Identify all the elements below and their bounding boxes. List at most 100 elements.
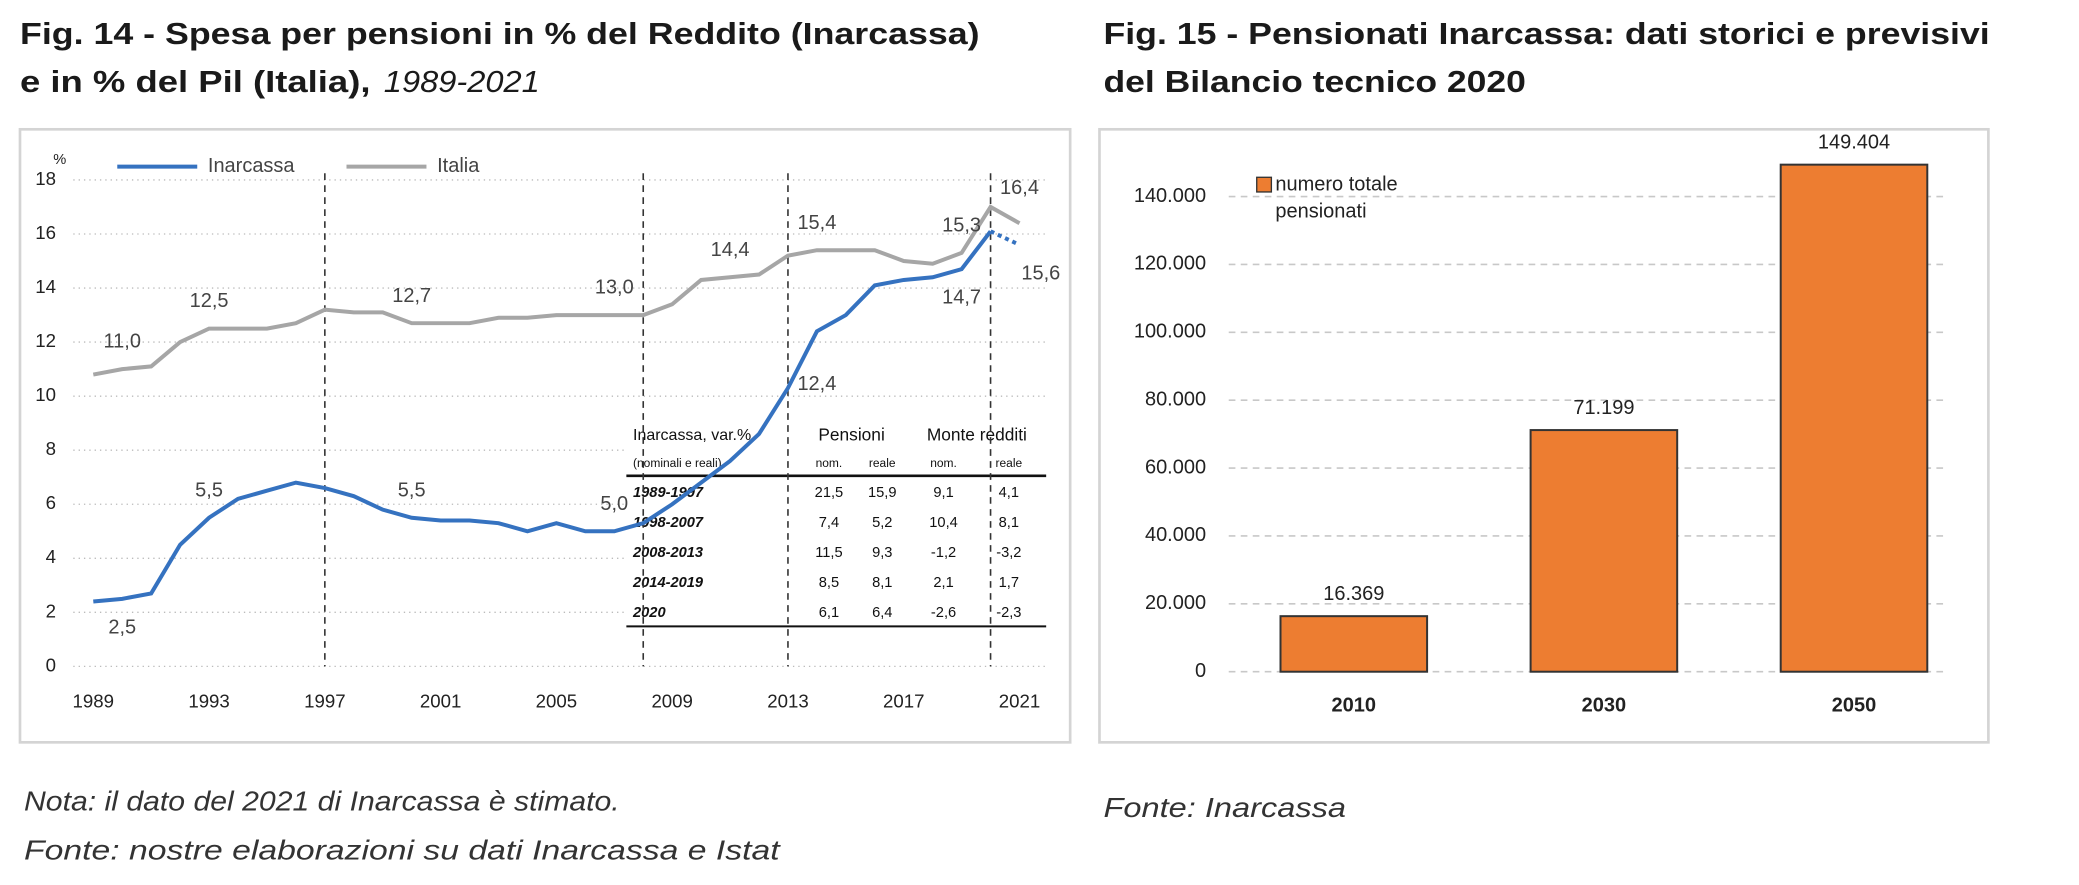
table-cell: -2,6 bbox=[931, 605, 956, 621]
y-tick-label: 100.000 bbox=[1134, 321, 1206, 343]
source: Fonte: Inarcassa bbox=[1103, 792, 1346, 823]
chart-title: e in % del Pil (Italia), bbox=[20, 65, 370, 99]
y-tick-label: 0 bbox=[46, 654, 56, 675]
y-tick-label: 20.000 bbox=[1145, 592, 1206, 614]
data-label: 12,5 bbox=[190, 290, 229, 312]
y-tick-label: 40.000 bbox=[1145, 524, 1206, 546]
x-tick-label: 1997 bbox=[304, 690, 345, 711]
x-tick-label: 1989 bbox=[73, 690, 114, 711]
x-tick-label: 2030 bbox=[1582, 695, 1626, 717]
bar bbox=[1779, 163, 1929, 673]
y-unit: % bbox=[53, 152, 66, 168]
table-cell: -1,2 bbox=[931, 545, 956, 561]
legend-label: Italia bbox=[437, 155, 480, 177]
data-label: 2,5 bbox=[108, 616, 136, 638]
table-header: Pensioni bbox=[818, 424, 884, 444]
y-tick-label: 60.000 bbox=[1145, 456, 1206, 478]
data-label: 15,6 bbox=[1021, 262, 1060, 284]
x-tick-label: 2010 bbox=[1332, 695, 1376, 717]
table-cell: 10,4 bbox=[929, 515, 958, 531]
x-tick-label: 2009 bbox=[651, 690, 692, 711]
data-label: 5,5 bbox=[195, 479, 223, 501]
table-cell: 1,7 bbox=[999, 575, 1019, 591]
data-label: 71.199 bbox=[1573, 397, 1634, 419]
y-tick-label: 8 bbox=[46, 438, 56, 459]
table-cell: 21,5 bbox=[815, 485, 843, 501]
table-header: Inarcassa, var.% bbox=[633, 427, 751, 444]
table-cell: 2,1 bbox=[933, 575, 953, 591]
table-cell: 7,4 bbox=[819, 515, 839, 531]
table-cell: -3,2 bbox=[996, 545, 1021, 561]
x-tick-label: 1993 bbox=[188, 690, 229, 711]
chart-title: del Bilancio tecnico 2020 bbox=[1103, 65, 1525, 99]
data-label: 14,7 bbox=[942, 287, 981, 309]
y-tick-label: 18 bbox=[35, 168, 56, 189]
line-series bbox=[92, 204, 1021, 377]
y-tick-label: 80.000 bbox=[1145, 388, 1206, 410]
table-subheader: (nominali e reali) bbox=[633, 456, 722, 470]
legend-label: Inarcassa bbox=[208, 155, 296, 177]
table-cell: 2014-2019 bbox=[632, 575, 704, 591]
y-tick-label: 6 bbox=[46, 492, 56, 513]
table-cell: 9,1 bbox=[933, 485, 953, 501]
y-tick-label: 0 bbox=[1195, 660, 1206, 682]
data-label: 11,0 bbox=[104, 331, 141, 353]
table-cell: 8,1 bbox=[999, 515, 1019, 531]
table-cell: 5,2 bbox=[872, 515, 892, 531]
legend-label: numero totale pensionati bbox=[1275, 173, 1398, 223]
y-tick-label: 140.000 bbox=[1134, 185, 1206, 207]
table-subheader: reale bbox=[869, 456, 896, 470]
bar bbox=[1529, 429, 1679, 673]
x-tick-label: 2001 bbox=[420, 690, 461, 711]
table-subheader: reale bbox=[996, 456, 1023, 470]
bar bbox=[1279, 615, 1429, 673]
chart-title: Fig. 14 - Spesa per pensioni in % del Re… bbox=[20, 17, 980, 51]
x-tick-label: 2017 bbox=[883, 690, 924, 711]
table-subheader: nom. bbox=[816, 456, 843, 470]
y-tick-label: 2 bbox=[46, 600, 56, 621]
legend: numero totale pensionati bbox=[1275, 173, 1398, 223]
chart-title: Fig. 15 - Pensionati Inarcassa: dati sto… bbox=[1103, 17, 1989, 51]
table-cell: -2,3 bbox=[996, 605, 1021, 621]
table-cell: 11,5 bbox=[815, 545, 842, 561]
legend-swatch bbox=[1256, 176, 1273, 193]
table-cell: 4,1 bbox=[999, 485, 1019, 501]
table-cell: 6,1 bbox=[819, 605, 839, 621]
table-cell: 2020 bbox=[632, 605, 666, 621]
data-label: 5,5 bbox=[398, 479, 426, 501]
y-tick-label: 12 bbox=[35, 330, 56, 351]
y-tick-label: 4 bbox=[46, 546, 56, 567]
table-cell: 1989-1997 bbox=[633, 485, 704, 501]
x-tick-label: 2005 bbox=[536, 690, 577, 711]
table-subheader: nom. bbox=[930, 456, 957, 470]
x-tick-label: 2050 bbox=[1832, 695, 1876, 717]
source: Fonte: nostre elaborazioni su dati Inarc… bbox=[24, 835, 781, 866]
y-tick-label: 120.000 bbox=[1134, 253, 1206, 275]
x-tick-label: 2021 bbox=[999, 690, 1040, 711]
y-tick-label: 14 bbox=[35, 276, 56, 297]
data-label: 12,4 bbox=[797, 373, 836, 395]
data-label: 12,7 bbox=[392, 285, 431, 307]
data-label: 14,4 bbox=[711, 239, 750, 261]
y-tick-label: 10 bbox=[35, 384, 56, 405]
table-cell: 9,3 bbox=[872, 545, 892, 561]
note: Nota: il dato del 2021 di Inarcassa è st… bbox=[24, 785, 620, 816]
data-label: 15,4 bbox=[797, 212, 836, 234]
data-label: 16.369 bbox=[1323, 583, 1384, 605]
line-series bbox=[989, 229, 1021, 247]
data-label: 149.404 bbox=[1818, 132, 1890, 154]
table-cell: 8,5 bbox=[819, 575, 839, 591]
table-cell: 2008-2013 bbox=[632, 545, 703, 561]
data-label: 15,3 bbox=[942, 215, 981, 237]
y-tick-label: 16 bbox=[35, 222, 56, 243]
line-series bbox=[93, 230, 993, 604]
data-label: 5,0 bbox=[600, 493, 628, 515]
chart-subtitle: 1989-2021 bbox=[384, 65, 540, 99]
data-label: 13,0 bbox=[595, 277, 634, 299]
table-header: Monte redditi bbox=[927, 424, 1027, 444]
table-cell: 15,9 bbox=[868, 485, 897, 501]
table-cell: 6,4 bbox=[872, 605, 892, 621]
table-cell: 8,1 bbox=[872, 575, 892, 591]
table-bg bbox=[626, 415, 1051, 632]
